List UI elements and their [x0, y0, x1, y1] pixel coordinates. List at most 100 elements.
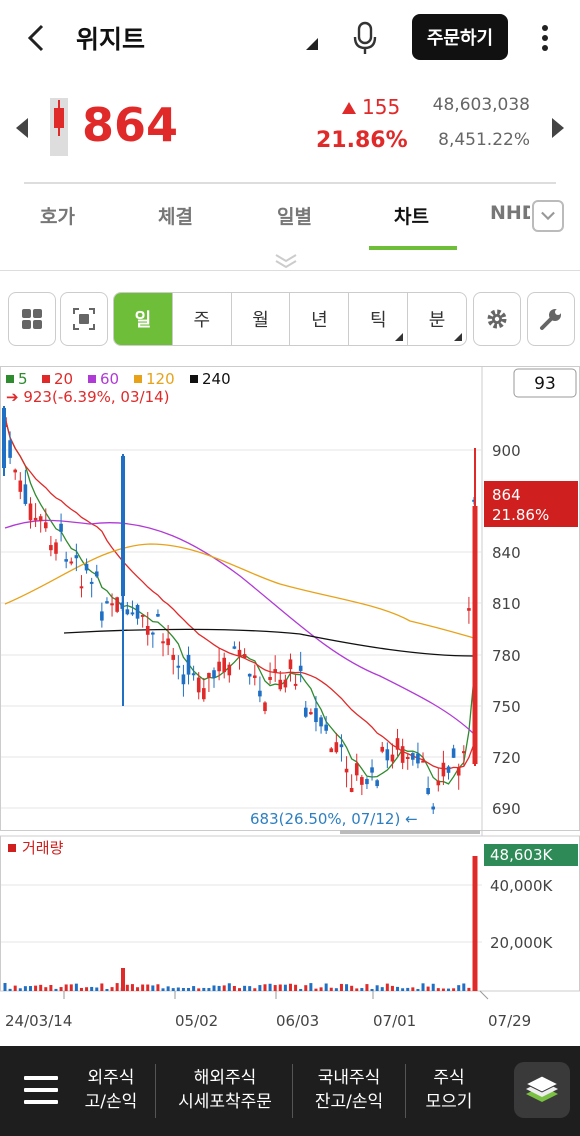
tab-daily[interactable]: 일별 — [277, 206, 312, 228]
collapse-double-chevron-icon[interactable] — [272, 252, 300, 270]
layers-button[interactable] — [514, 1062, 570, 1118]
candle-body — [38, 516, 43, 522]
price-tick-label: 900 — [492, 442, 521, 460]
tab-nhd[interactable]: NHD — [490, 202, 530, 224]
volume-bar — [294, 984, 298, 991]
candle-body — [375, 780, 379, 787]
info-tabs: 호가 체결 일별 차트 NHD — [0, 186, 580, 252]
nav-domestic-balance[interactable]: 국내주식 잔고/손익 — [314, 1068, 384, 1112]
candle-body — [405, 756, 410, 759]
candle-body — [33, 517, 38, 521]
volume-bar — [85, 987, 89, 991]
volume-bar — [64, 984, 68, 991]
dropdown-triangle-icon[interactable] — [306, 38, 318, 50]
candle-body — [319, 717, 323, 727]
candlestick-chart[interactable]: 900 840 810 780 750 720 690 40,000K 20,000K 5 20… — [0, 366, 580, 1036]
price-tick-label: 720 — [492, 749, 521, 767]
candle-body — [130, 612, 135, 615]
tab-trades[interactable]: 체결 — [158, 206, 193, 228]
stock-title[interactable]: 위지트 — [76, 25, 146, 54]
candle-body — [344, 768, 349, 773]
grid-layout-button[interactable] — [8, 292, 56, 346]
candle-body — [354, 763, 359, 776]
ma-legend-label: 120 — [146, 370, 175, 388]
period-tick[interactable]: 틱 — [349, 293, 409, 345]
candle-body — [339, 744, 344, 748]
last-price-tag-value: 864 — [492, 486, 521, 504]
volume-bar — [3, 983, 7, 991]
volume-bar — [360, 988, 364, 991]
volume-bar — [339, 983, 343, 991]
last-pct-tag-value: 21.86% — [492, 506, 549, 524]
candle-body — [196, 677, 201, 693]
hamburger-menu-icon[interactable] — [24, 1076, 58, 1104]
volume-bar — [136, 987, 140, 991]
tabs-expand-chevron-icon[interactable] — [532, 200, 564, 232]
mic-icon[interactable] — [350, 20, 380, 56]
volume-bar — [406, 987, 410, 991]
volume-bar — [253, 988, 257, 991]
candle-body — [334, 742, 339, 753]
tab-hoga[interactable]: 호가 — [40, 206, 75, 228]
volume-bar — [39, 984, 43, 991]
prev-stock-arrow-icon[interactable] — [16, 118, 28, 138]
volume-bar — [156, 984, 160, 991]
period-week[interactable]: 주 — [173, 293, 232, 345]
nav-stock-collect[interactable]: 주식 모으기 — [425, 1068, 473, 1112]
candle-body — [54, 542, 58, 554]
chart-settings-button[interactable] — [473, 292, 521, 346]
fullscreen-button[interactable] — [60, 292, 108, 346]
candle-body — [100, 611, 104, 621]
candle-body — [247, 673, 252, 677]
count-box[interactable] — [513, 368, 577, 398]
volume-bar — [248, 986, 252, 991]
chart-scrollbar[interactable] — [340, 830, 480, 834]
candle-body — [18, 480, 23, 492]
divider — [24, 182, 556, 184]
candle-body — [84, 563, 89, 571]
period-day[interactable]: 일 — [114, 293, 173, 345]
volume-bar — [263, 984, 267, 991]
volume-tag — [484, 844, 578, 866]
candle-body — [105, 601, 109, 604]
candle-body — [217, 661, 221, 672]
next-stock-arrow-icon[interactable] — [552, 118, 564, 138]
volume-bar — [146, 984, 150, 991]
candle-body — [59, 523, 63, 532]
period-year[interactable]: 년 — [290, 293, 350, 345]
order-button[interactable]: 주문하기 — [412, 14, 508, 60]
candle-body — [431, 806, 436, 810]
candle-body — [135, 604, 140, 619]
volume-bar — [416, 988, 420, 991]
volume-bar — [28, 986, 32, 991]
period-minute[interactable]: 분 — [408, 293, 466, 345]
tab-chart[interactable]: 차트 — [394, 206, 429, 228]
candle-body — [23, 484, 28, 504]
current-price: 864 — [82, 98, 179, 152]
candle-body — [400, 746, 405, 763]
volume-bar — [467, 987, 471, 991]
chart-tools-button[interactable] — [527, 292, 575, 346]
volume-bar — [304, 985, 308, 991]
nav-foreign-stock-pnl[interactable]: 외주식 고/손익 — [84, 1068, 138, 1112]
candle-body — [140, 614, 145, 617]
period-month[interactable]: 월 — [232, 293, 291, 345]
candle-body — [456, 767, 461, 776]
volume-bar — [457, 985, 461, 991]
candle-body — [161, 641, 165, 644]
more-vertical-icon[interactable] — [535, 20, 555, 56]
volume-bar — [79, 987, 83, 991]
volume-bar — [441, 988, 445, 991]
last-price-tag — [484, 481, 578, 527]
candle-body — [232, 646, 237, 649]
candle-body — [176, 665, 181, 668]
back-arrow-icon[interactable] — [22, 20, 52, 56]
volume-bar — [375, 985, 379, 991]
nav-overseas-order[interactable]: 해외주식 시세포착주문 — [178, 1068, 272, 1112]
volume-bar-spike — [121, 968, 125, 991]
candle-body — [191, 673, 196, 676]
candles — [2, 406, 478, 814]
date-label: 24/03/14 — [5, 1012, 72, 1030]
candle-body — [110, 603, 114, 606]
candle-body — [467, 608, 471, 611]
